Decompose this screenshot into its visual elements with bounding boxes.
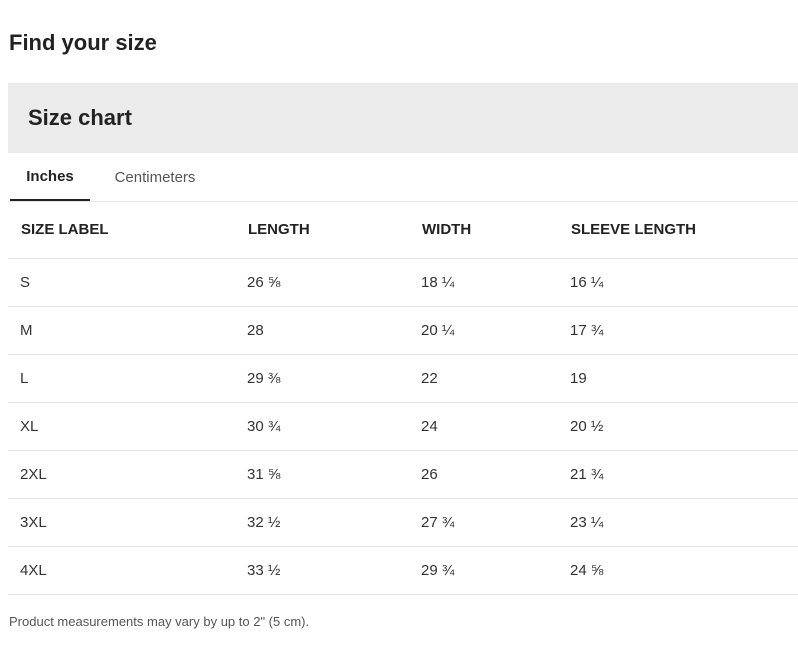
table-row: L 29 ⅜ 22 19 (8, 354, 798, 403)
table-row: M 28 20 ¼ 17 ¾ (8, 306, 798, 355)
size-chart-header: Size chart (8, 83, 798, 153)
cell-size-label: 3XL (8, 498, 235, 547)
cell-sleeve-length: 23 ¼ (558, 498, 798, 547)
tab-centimeters[interactable]: Centimeters (114, 168, 196, 186)
cell-width: 24 (409, 402, 558, 451)
column-header-sleeve-length: SLEEVE LENGTH (558, 202, 798, 259)
cell-sleeve-length: 19 (558, 354, 798, 403)
cell-width: 20 ¼ (409, 306, 558, 355)
page-title: Find your size (9, 30, 157, 55)
column-header-size-label: SIZE LABEL (8, 202, 235, 259)
cell-size-label: S (8, 258, 235, 307)
cell-length: 33 ½ (235, 546, 409, 595)
cell-width: 27 ¾ (409, 498, 558, 547)
size-chart-title: Size chart (28, 105, 132, 130)
table-row: S 26 ⅝ 18 ¼ 16 ¼ (8, 258, 798, 307)
cell-width: 18 ¼ (409, 258, 558, 307)
column-header-length: LENGTH (235, 202, 409, 259)
cell-length: 29 ⅜ (235, 354, 409, 403)
column-header-width: WIDTH (409, 202, 558, 259)
cell-width: 22 (409, 354, 558, 403)
size-chart-card: Size chart Inches Centimeters SIZE LABEL… (8, 83, 798, 595)
cell-width: 29 ¾ (409, 546, 558, 595)
cell-size-label: XL (8, 402, 235, 451)
cell-sleeve-length: 16 ¼ (558, 258, 798, 307)
cell-length: 26 ⅝ (235, 258, 409, 307)
cell-size-label: 4XL (8, 546, 235, 595)
cell-sleeve-length: 21 ¾ (558, 450, 798, 499)
table-row: XL 30 ¾ 24 20 ½ (8, 402, 798, 451)
unit-tabs: Inches Centimeters (8, 153, 798, 202)
table-header-row: SIZE LABEL LENGTH WIDTH SLEEVE LENGTH (8, 202, 798, 259)
cell-length: 30 ¾ (235, 402, 409, 451)
cell-width: 26 (409, 450, 558, 499)
cell-sleeve-length: 17 ¾ (558, 306, 798, 355)
cell-size-label: L (8, 354, 235, 403)
cell-length: 28 (235, 306, 409, 355)
cell-size-label: 2XL (8, 450, 235, 499)
cell-sleeve-length: 24 ⅝ (558, 546, 798, 595)
table-row: 3XL 32 ½ 27 ¾ 23 ¼ (8, 498, 798, 547)
tab-inches[interactable]: Inches (10, 153, 90, 201)
cell-length: 31 ⅝ (235, 450, 409, 499)
cell-size-label: M (8, 306, 235, 355)
table-row: 4XL 33 ½ 29 ¾ 24 ⅝ (8, 546, 798, 595)
cell-sleeve-length: 20 ½ (558, 402, 798, 451)
measurement-footnote: Product measurements may vary by up to 2… (9, 614, 310, 629)
table-row: 2XL 31 ⅝ 26 21 ¾ (8, 450, 798, 499)
cell-length: 32 ½ (235, 498, 409, 547)
